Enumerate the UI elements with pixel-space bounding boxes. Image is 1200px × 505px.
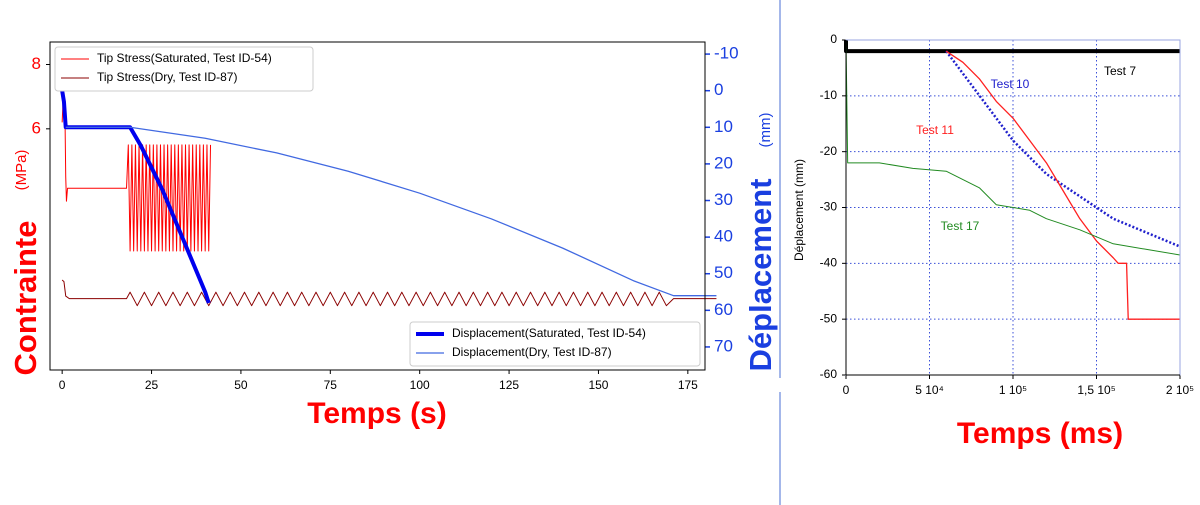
x-tick-label: 100 bbox=[410, 378, 430, 392]
y-tick-label: -60 bbox=[820, 367, 838, 381]
y2-tick-label: -10 bbox=[714, 44, 739, 63]
y2-tick-label: 50 bbox=[714, 263, 733, 282]
y-axis-unit: (MPa) bbox=[13, 150, 30, 191]
y-tick-label: -50 bbox=[820, 311, 838, 325]
x-tick-label: 25 bbox=[145, 378, 159, 392]
x-tick-label: 75 bbox=[324, 378, 338, 392]
y-tick-label: 8 bbox=[32, 54, 41, 73]
y-axis-label: Contrainte bbox=[8, 221, 43, 376]
x-tick-label: 2 10⁵ bbox=[1166, 383, 1194, 397]
x-tick-label: 5 10⁴ bbox=[915, 383, 944, 397]
series-label: Test 17 bbox=[941, 219, 980, 233]
y2-tick-label: 20 bbox=[714, 153, 733, 172]
legend-label: Displacement(Dry, Test ID-87) bbox=[452, 345, 612, 359]
series-label: Test 7 bbox=[1104, 64, 1136, 78]
x-axis-label: Temps (s) bbox=[307, 397, 446, 430]
x-tick-label: 175 bbox=[678, 378, 698, 392]
y-tick-label: -40 bbox=[820, 256, 838, 270]
y-tick-label: -10 bbox=[820, 88, 838, 102]
series-line bbox=[61, 96, 212, 252]
legend-box bbox=[54, 46, 314, 92]
y2-tick-label: 30 bbox=[714, 190, 733, 209]
x-tick-label: 1,5 10⁵ bbox=[1077, 383, 1115, 397]
plot-frame bbox=[49, 41, 706, 371]
series-line bbox=[945, 50, 1180, 320]
y2-tick-label: 70 bbox=[714, 336, 733, 355]
series-label: Test 10 bbox=[991, 77, 1030, 91]
x-axis-label: Temps (ms) bbox=[957, 417, 1123, 450]
y-tick-label: 6 bbox=[32, 118, 41, 137]
series-line bbox=[60, 90, 211, 304]
y2-axis-label: Déplacement bbox=[743, 179, 778, 372]
legend-label: Tip Stress(Dry, Test ID-87) bbox=[97, 70, 237, 84]
y2-tick-label: 60 bbox=[714, 300, 733, 319]
y2-axis-unit: (mm) bbox=[757, 113, 774, 148]
legend-box bbox=[409, 321, 701, 367]
x-tick-label: 50 bbox=[234, 378, 248, 392]
series-line bbox=[61, 279, 717, 307]
y-tick-label: -30 bbox=[820, 200, 838, 214]
y-tick-label: 0 bbox=[830, 32, 837, 46]
series-line bbox=[845, 39, 1181, 256]
x-tick-label: 150 bbox=[588, 378, 608, 392]
legend-label: Tip Stress(Saturated, Test ID-54) bbox=[97, 51, 272, 65]
y-tick-label: -20 bbox=[820, 144, 838, 158]
x-tick-label: 125 bbox=[499, 378, 519, 392]
y2-tick-label: 40 bbox=[714, 227, 733, 246]
series-label: Test 11 bbox=[916, 123, 954, 137]
y-axis-label: Déplacement (mm) bbox=[792, 159, 806, 261]
y2-tick-label: 10 bbox=[714, 117, 733, 136]
legend-label: Displacement(Saturated, Test ID-54) bbox=[452, 326, 646, 340]
x-tick-label: 1 10⁵ bbox=[999, 383, 1027, 397]
series-line bbox=[65, 126, 717, 297]
y2-tick-label: 0 bbox=[714, 80, 723, 99]
x-tick-label: 0 bbox=[843, 383, 850, 397]
x-tick-label: 0 bbox=[59, 378, 66, 392]
